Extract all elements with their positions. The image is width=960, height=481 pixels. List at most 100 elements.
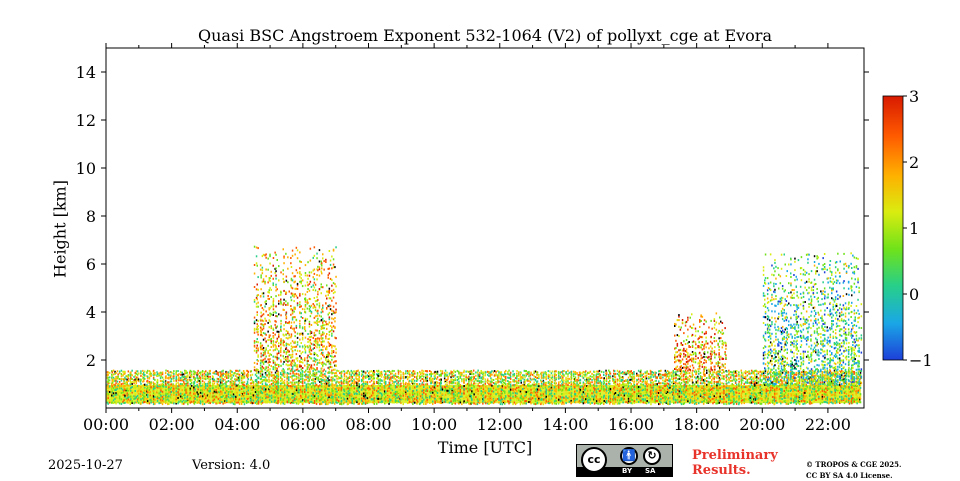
- heatmap-cell: [334, 394, 336, 397]
- heatmap-cell: [123, 402, 125, 404]
- heatmap-cell: [127, 384, 130, 387]
- heatmap-cell: [317, 376, 320, 379]
- heatmap-cell: [127, 370, 130, 373]
- heatmap-cell: [655, 388, 657, 391]
- heatmap-cell: [340, 386, 343, 389]
- heatmap-cell: [654, 400, 656, 403]
- heatmap-cell: [334, 396, 336, 399]
- heatmap-cell: [197, 401, 199, 404]
- heatmap-cell: [605, 397, 607, 400]
- heatmap-cell: [143, 373, 145, 376]
- heatmap-cell: [226, 388, 228, 390]
- heatmap-cell: [665, 373, 668, 376]
- heatmap-cell: [289, 385, 292, 387]
- heatmap-cell: [206, 371, 209, 374]
- heatmap-cell: [577, 383, 580, 386]
- heatmap-cell: [599, 402, 601, 405]
- heatmap-cell: [504, 390, 506, 393]
- heatmap-cell: [335, 371, 337, 374]
- heatmap-cell: [315, 399, 318, 402]
- heatmap-cell: [553, 382, 556, 385]
- heatmap-cell: [117, 383, 119, 385]
- heatmap-cell: [642, 388, 645, 391]
- heatmap-cell: [586, 395, 588, 398]
- heatmap-cell: [115, 386, 117, 389]
- heatmap-cell: [265, 395, 267, 398]
- heatmap-cell: [158, 383, 160, 386]
- heatmap-cell: [127, 379, 130, 382]
- heatmap-cell: [605, 377, 608, 380]
- heatmap-cell: [608, 392, 610, 395]
- heatmap-cell: [185, 400, 187, 402]
- heatmap-cell: [576, 380, 578, 383]
- heatmap-cell: [298, 399, 300, 402]
- heatmap-cell: [561, 371, 563, 374]
- heatmap-cell: [175, 379, 178, 382]
- heatmap-cell: [114, 370, 116, 373]
- heatmap-cell: [600, 376, 603, 379]
- heatmap-cell: [317, 392, 320, 394]
- heatmap-cell: [608, 397, 610, 400]
- heatmap-cell: [579, 372, 582, 375]
- heatmap-cell: [391, 382, 394, 385]
- heatmap-cell: [135, 370, 138, 373]
- heatmap-cell: [450, 392, 452, 395]
- heatmap-cell: [443, 371, 446, 374]
- heatmap-cell: [425, 383, 427, 386]
- heatmap-cell: [232, 374, 235, 377]
- heatmap-cell: [107, 394, 109, 397]
- heatmap-cell: [384, 399, 386, 402]
- heatmap-cell: [451, 392, 453, 395]
- heatmap-cell: [655, 391, 657, 394]
- heatmap-cell: [414, 382, 416, 385]
- heatmap-cell: [533, 383, 535, 386]
- heatmap-cell: [130, 387, 132, 389]
- heatmap-cell: [426, 401, 429, 404]
- heatmap-cell: [198, 380, 201, 382]
- heatmap-cell: [396, 393, 398, 396]
- heatmap-cell: [257, 382, 260, 385]
- heatmap-cell: [328, 391, 330, 394]
- heatmap-cell: [477, 380, 479, 383]
- heatmap-cell: [314, 387, 317, 390]
- heatmap-cell: [173, 377, 175, 380]
- heatmap-cell: [331, 390, 333, 393]
- heatmap-cell: [627, 376, 630, 379]
- heatmap-cell: [588, 394, 590, 397]
- heatmap-cell: [112, 383, 115, 386]
- heatmap-cell: [531, 373, 534, 376]
- heatmap-cell: [357, 374, 359, 377]
- heatmap-cell: [525, 370, 527, 372]
- heatmap-cell: [289, 372, 292, 375]
- heatmap-cell: [247, 371, 249, 373]
- heatmap-cell: [220, 378, 222, 381]
- heatmap-cell: [322, 379, 324, 382]
- heatmap-cell: [616, 389, 619, 391]
- heatmap-cell: [538, 402, 540, 405]
- heatmap-cell: [268, 371, 270, 374]
- heatmap-cell: [614, 379, 617, 381]
- heatmap-cell: [168, 399, 170, 402]
- heatmap-cell: [240, 397, 243, 400]
- heatmap-cell: [630, 386, 632, 389]
- heatmap-cell: [257, 387, 260, 390]
- heatmap-cell: [586, 378, 588, 381]
- heatmap-cell: [489, 399, 492, 402]
- heatmap-cell: [482, 374, 485, 377]
- heatmap-cell: [412, 387, 415, 390]
- heatmap-cell: [111, 378, 113, 381]
- heatmap-cell: [616, 378, 619, 381]
- heatmap-cell: [282, 395, 284, 398]
- heatmap-cell: [509, 385, 512, 388]
- heatmap-cell: [625, 379, 627, 382]
- heatmap-cell: [545, 398, 547, 401]
- heatmap-cell: [336, 386, 338, 389]
- heatmap-cell: [502, 383, 505, 386]
- heatmap-cell: [347, 392, 349, 395]
- heatmap-cell: [406, 402, 409, 405]
- heatmap-cell: [453, 401, 455, 404]
- heatmap-cell: [120, 383, 123, 386]
- heatmap-cell: [187, 382, 189, 385]
- heatmap-cell: [394, 400, 397, 403]
- heatmap-cell: [345, 380, 348, 383]
